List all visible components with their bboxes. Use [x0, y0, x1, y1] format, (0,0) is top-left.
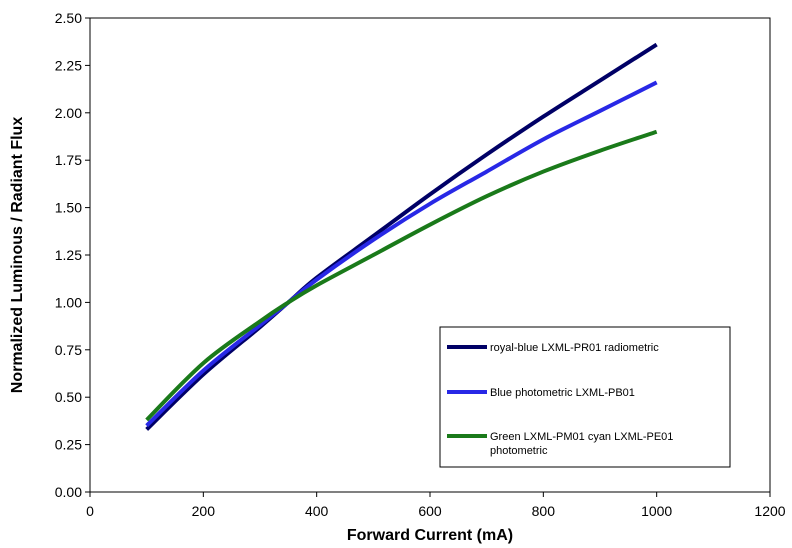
- x-tick-label: 400: [305, 503, 329, 519]
- legend: royal-blue LXML-PR01 radiometric Blue ph…: [439, 326, 731, 468]
- series-line-0: [145, 42, 658, 431]
- y-tick-label: 0.00: [55, 484, 82, 500]
- legend-label-royal-blue: royal-blue LXML-PR01 radiometric: [490, 342, 659, 354]
- x-tick-label: 1200: [754, 503, 785, 519]
- y-tick-label: 2.50: [55, 10, 82, 26]
- series-line-1: [145, 80, 658, 428]
- y-tick-label: 0.75: [55, 342, 82, 358]
- y-tick-label: 0.25: [55, 437, 82, 453]
- y-axis-title: Normalized Luminous / Radiant Flux: [9, 117, 26, 394]
- x-axis-ticks: 0 200 400 600 800 1000 1200: [86, 492, 786, 519]
- x-tick-label: 600: [418, 503, 442, 519]
- legend-box: [439, 326, 731, 468]
- x-tick-label: 0: [86, 503, 94, 519]
- series-line-2: [145, 129, 658, 422]
- y-tick-label: 1.00: [55, 294, 82, 310]
- y-tick-label: 2.25: [55, 57, 82, 73]
- y-tick-label: 2.00: [55, 105, 82, 121]
- y-tick-label: 0.50: [55, 389, 82, 405]
- legend-label-green: Green LXML-PM01 cyan LXML-PE01 photometr…: [490, 431, 676, 457]
- x-axis-title: Forward Current (mA): [347, 527, 513, 544]
- x-tick-label: 800: [532, 503, 556, 519]
- y-axis-ticks: 0.00 0.25 0.50 0.75 1.00 1.25 1.50 1.75 2.00 2.25…: [55, 10, 90, 500]
- x-tick-label: 200: [192, 503, 216, 519]
- legend-label-blue: Blue photometric LXML-PB01: [490, 387, 635, 399]
- y-tick-label: 1.25: [55, 247, 82, 263]
- y-tick-label: 1.75: [55, 152, 82, 168]
- series-lines: [145, 42, 658, 431]
- x-tick-label: 1000: [641, 503, 672, 519]
- y-tick-label: 1.50: [55, 200, 82, 216]
